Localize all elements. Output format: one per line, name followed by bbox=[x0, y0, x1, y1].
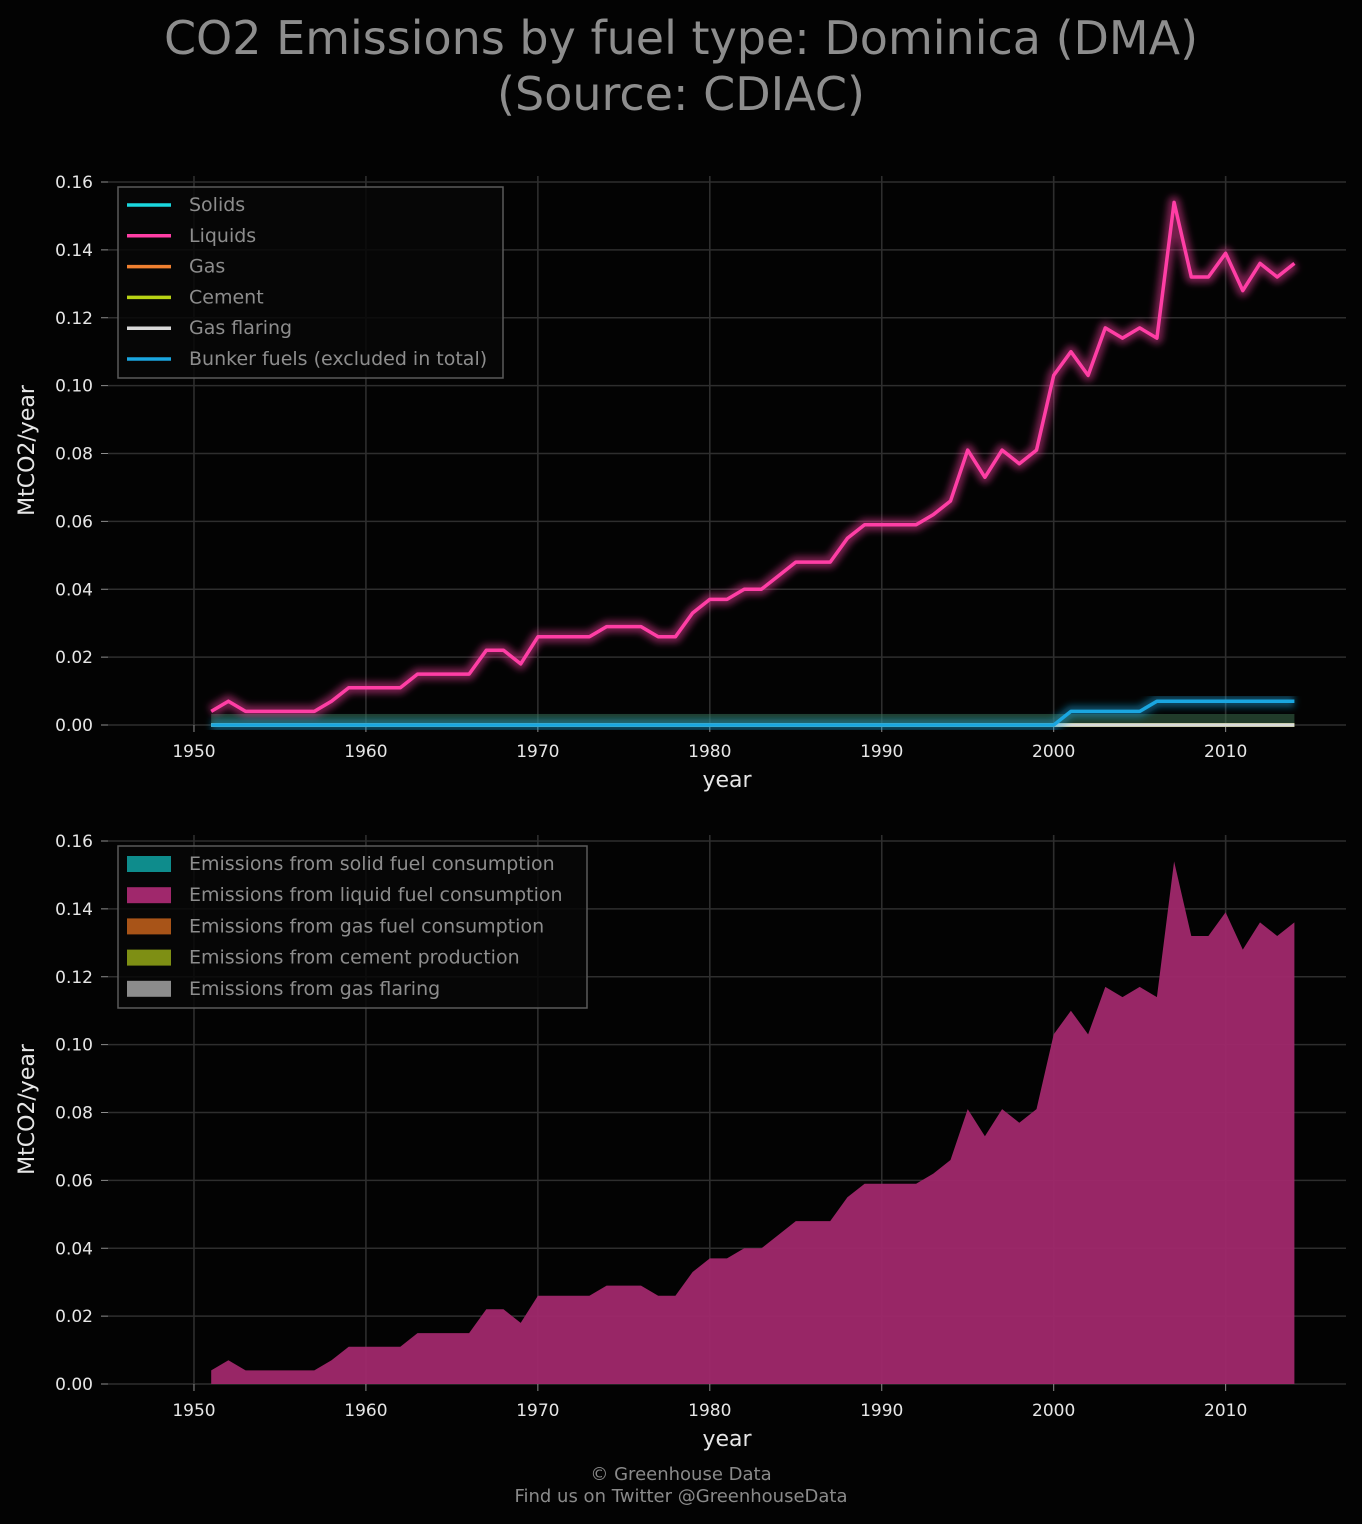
x-tick-label: 1960 bbox=[344, 742, 387, 762]
legend-entry: Bunker fuels (excluded in total) bbox=[189, 348, 487, 370]
x-tick-label: 1960 bbox=[344, 1401, 387, 1421]
y-tick-label: 0.16 bbox=[55, 173, 93, 193]
legend-swatch bbox=[127, 949, 171, 966]
x-tick-label: 1950 bbox=[172, 742, 215, 762]
area-emissions-from-liquid-fuel-consumption bbox=[211, 861, 1295, 1384]
area-chart-panel: 0.00 0.02 0.04 0.06 0.08 0.10 0.12 0.14 0.16 1950… bbox=[15, 832, 1346, 1452]
y-tick-label: 0.02 bbox=[55, 648, 93, 668]
y-tick-label: 0.14 bbox=[55, 241, 93, 261]
series-line-bunker-fuels-excluded-in-total- bbox=[211, 699, 1295, 727]
x-tick-label: 1970 bbox=[516, 742, 559, 762]
y-tick-label: 0.14 bbox=[55, 900, 93, 920]
x-tick-label: 2010 bbox=[1204, 1401, 1247, 1421]
legend-entry: Emissions from solid fuel consumption bbox=[189, 853, 555, 875]
x-axis-label: year bbox=[702, 768, 752, 793]
y-tick-label: 0.00 bbox=[55, 1375, 93, 1395]
y-axis-label: MtCO2/year bbox=[15, 1043, 40, 1175]
x-tick-label: 1980 bbox=[688, 1401, 731, 1421]
x-axis-label: year bbox=[702, 1427, 752, 1452]
y-tick-label: 0.04 bbox=[55, 1239, 93, 1259]
y-tick-label: 0.02 bbox=[55, 1307, 93, 1327]
x-tick-label: 2010 bbox=[1204, 742, 1247, 762]
legend-entry: Emissions from gas fuel consumption bbox=[189, 915, 544, 937]
legend-entry: Gas bbox=[189, 256, 225, 278]
legend-entry: Emissions from gas flaring bbox=[189, 978, 440, 1000]
line-chart-panel: 0.00 0.02 0.04 0.06 0.08 0.10 0.12 0.14 0.16 1950… bbox=[15, 173, 1346, 793]
x-tick-label: 2000 bbox=[1032, 742, 1075, 762]
legend-box bbox=[117, 186, 504, 379]
legend-swatch bbox=[127, 918, 171, 935]
legend-entry: Solids bbox=[189, 194, 245, 216]
title-line-2: (Source: CDIAC) bbox=[497, 67, 865, 121]
legend-swatch bbox=[127, 980, 171, 997]
x-tick-label: 1980 bbox=[688, 742, 731, 762]
y-tick-label: 0.08 bbox=[55, 445, 93, 465]
y-tick-label: 0.08 bbox=[55, 1104, 93, 1124]
legend-swatch bbox=[127, 887, 171, 904]
x-tick-label: 2000 bbox=[1032, 1401, 1075, 1421]
x-tick-label: 1950 bbox=[172, 1401, 215, 1421]
series-line-liquids bbox=[210, 200, 1296, 714]
legend-entry: Gas flaring bbox=[189, 317, 292, 339]
y-tick-label: 0.10 bbox=[55, 377, 93, 397]
credit-twitter: Find us on Twitter @GreenhouseData bbox=[514, 1486, 848, 1507]
legend-entry: Liquids bbox=[189, 225, 256, 247]
y-tick-label: 0.04 bbox=[55, 580, 93, 600]
legend-entry: Cement bbox=[189, 286, 264, 308]
title-line-1: CO2 Emissions by fuel type: Dominica (DM… bbox=[163, 11, 1199, 65]
y-tick-label: 0.10 bbox=[55, 1036, 93, 1056]
legend-entry: Emissions from liquid fuel consumption bbox=[189, 884, 563, 906]
legend-entry: Emissions from cement production bbox=[189, 947, 520, 969]
y-tick-label: 0.06 bbox=[55, 512, 93, 532]
figure-title: CO2 Emissions by fuel type: Dominica (DM… bbox=[0, 10, 1362, 122]
y-tick-label: 0.06 bbox=[55, 1171, 93, 1191]
x-tick-label: 1990 bbox=[860, 742, 903, 762]
y-tick-label: 0.16 bbox=[55, 832, 93, 852]
y-tick-label: 0.00 bbox=[55, 716, 93, 736]
legend-swatch bbox=[127, 856, 171, 872]
legend: Emissions from solid fuel consumption Emi… bbox=[117, 845, 588, 1009]
credit-copyright: © Greenhouse Data bbox=[590, 1464, 772, 1485]
y-axis-label: MtCO2/year bbox=[15, 384, 40, 516]
y-tick-label: 0.12 bbox=[55, 968, 93, 988]
x-tick-label: 1970 bbox=[516, 1401, 559, 1421]
legend-box bbox=[117, 845, 588, 1009]
x-tick-label: 1990 bbox=[860, 1401, 903, 1421]
legend: Solids Liquids Gas Cement Gas flaring Bunker … bbox=[117, 186, 504, 379]
y-tick-label: 0.12 bbox=[55, 309, 93, 329]
